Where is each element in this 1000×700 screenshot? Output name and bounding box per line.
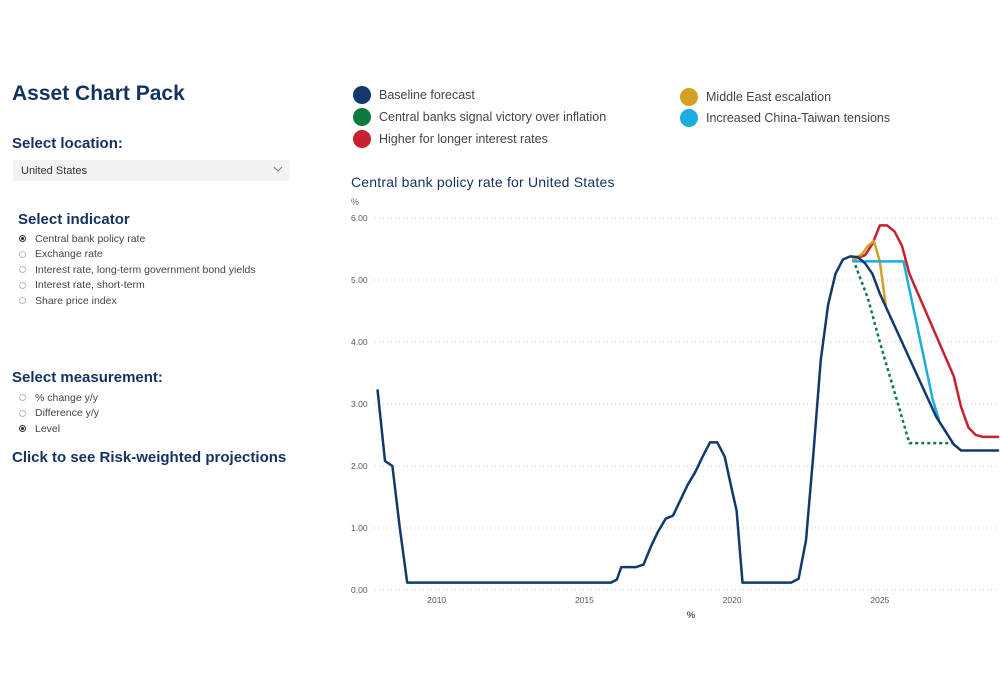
indicator-radio-group: Central bank policy rate Exchange rate I…: [19, 231, 256, 309]
indicator-option-label: Interest rate, short-term: [35, 279, 145, 292]
legend-label: Baseline forecast: [379, 88, 475, 102]
y-tick-label: 4.00: [351, 337, 368, 347]
location-dropdown[interactable]: United States: [13, 160, 289, 181]
measurement-option-label: Level: [35, 422, 61, 435]
y-tick-label: 0.00: [351, 585, 368, 595]
legend-item-china-taiwan[interactable]: Increased China-Taiwan tensions: [680, 109, 890, 127]
legend-label: Increased China-Taiwan tensions: [706, 111, 891, 125]
legend-item-middle-east[interactable]: Middle East escalation: [680, 88, 831, 106]
radio-button[interactable]: [19, 235, 26, 243]
y-tick-label: 3.00: [351, 399, 368, 409]
y-axis-unit-label: %: [351, 197, 359, 207]
radio-button[interactable]: [19, 297, 26, 305]
x-axis-label: %: [687, 610, 696, 621]
indicator-option-label: Exchange rate: [35, 248, 103, 261]
legend-label: Middle East escalation: [706, 90, 832, 104]
series-line-baseline-forecast: [376, 255, 1000, 584]
measurement-option-level[interactable]: Level: [19, 421, 99, 437]
indicator-option-share-price-index[interactable]: Share price index: [19, 293, 256, 309]
series-line-middle-east-escalation: [851, 239, 887, 307]
indicator-option-exchange-rate[interactable]: Exchange rate: [19, 247, 256, 263]
measurement-option-label: % change y/y: [35, 391, 99, 404]
indicator-option-long-term-yields[interactable]: Interest rate, long-term government bond…: [19, 262, 256, 278]
radio-button[interactable]: [19, 266, 26, 274]
y-tick-label: 1.00: [351, 523, 368, 533]
radio-button[interactable]: [19, 394, 26, 402]
legend-swatch: [353, 108, 371, 126]
radio-button[interactable]: [19, 250, 26, 258]
y-tick-label: 2.00: [351, 461, 368, 471]
legend-swatch: [680, 88, 698, 106]
risk-weighted-projections-link[interactable]: Click to see Risk-weighted projections: [12, 449, 287, 466]
measurement-radio-group: % change y/y Difference y/y Level: [19, 390, 99, 437]
radio-button[interactable]: [19, 409, 26, 417]
indicator-option-policy-rate[interactable]: Central bank policy rate: [19, 231, 256, 247]
measurement-option-label: Difference y/y: [35, 407, 99, 420]
indicator-option-label: Central bank policy rate: [35, 232, 146, 245]
legend-item-victory[interactable]: Central banks signal victory over inflat…: [353, 108, 606, 126]
radio-button[interactable]: [19, 425, 26, 433]
chart-title: Central bank policy rate for United Stat…: [351, 174, 615, 190]
legend-label: Higher for longer interest rates: [379, 132, 548, 146]
location-heading: Select location:: [12, 135, 123, 152]
radio-button[interactable]: [19, 281, 26, 289]
indicator-option-label: Interest rate, long-term government bond…: [35, 263, 256, 276]
app-title: Asset Chart Pack: [12, 82, 185, 105]
legend-label: Central banks signal victory over inflat…: [379, 110, 607, 124]
location-selected-value: United States: [21, 165, 88, 177]
indicator-heading: Select indicator: [18, 211, 130, 228]
chevron-down-icon: [273, 166, 283, 172]
series-line-central-banks-signal-victory-over-inflation: [852, 259, 954, 445]
y-tick-label: 6.00: [351, 213, 368, 223]
legend-swatch: [353, 86, 371, 104]
series-line-increased-china-taiwan-tensions: [851, 260, 941, 421]
measurement-heading: Select measurement:: [12, 369, 163, 386]
x-tick-label: 2020: [723, 595, 742, 605]
measurement-option-pct-change[interactable]: % change y/y: [19, 390, 99, 406]
measurement-option-difference[interactable]: Difference y/y: [19, 406, 99, 422]
legend-item-higher-longer[interactable]: Higher for longer interest rates: [353, 130, 548, 148]
legend-swatch: [680, 109, 698, 127]
x-tick-label: 2010: [427, 595, 446, 605]
series-line-higher-for-longer-interest-rates: [851, 224, 1000, 439]
legend-swatch: [353, 130, 371, 148]
y-tick-label: 5.00: [351, 275, 368, 285]
legend-item-baseline[interactable]: Baseline forecast: [353, 86, 475, 104]
indicator-option-label: Share price index: [35, 294, 117, 307]
indicator-option-short-term-rate[interactable]: Interest rate, short-term: [19, 278, 256, 294]
x-tick-label: 2025: [870, 595, 889, 605]
x-tick-label: 2015: [575, 595, 594, 605]
